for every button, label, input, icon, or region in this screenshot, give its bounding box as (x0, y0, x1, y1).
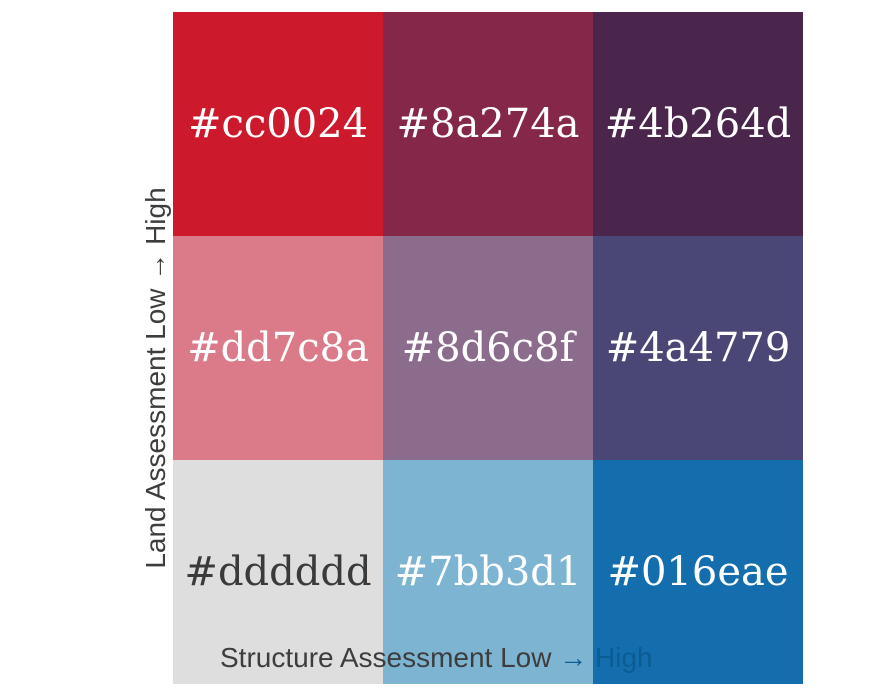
cell-high-land-low-structure: #cc0024 (173, 12, 383, 236)
x-axis-label-main: Structure Assessment Low (220, 642, 560, 673)
cell-mid-land-low-structure: #dd7c8a (173, 236, 383, 460)
cell-low-land-high-structure: #016eae (593, 460, 803, 684)
cell-mid-land-mid-structure: #8d6c8f (383, 236, 593, 460)
cell-high-land-high-structure: #4b264d (593, 12, 803, 236)
x-axis-label: Structure Assessment Low → High (220, 642, 653, 674)
cell-high-land-mid-structure: #8a274a (383, 12, 593, 236)
bivariate-color-grid: #cc0024 #8a274a #4b264d #dd7c8a #8d6c8f … (173, 12, 803, 684)
x-axis-label-high: → High (559, 642, 653, 673)
cell-low-land-low-structure: #dddddd (173, 460, 383, 684)
cell-mid-land-high-structure: #4a4779 (593, 236, 803, 460)
cell-low-land-mid-structure: #7bb3d1 (383, 460, 593, 684)
y-axis-label: Land Assessment Low → High (140, 187, 171, 569)
